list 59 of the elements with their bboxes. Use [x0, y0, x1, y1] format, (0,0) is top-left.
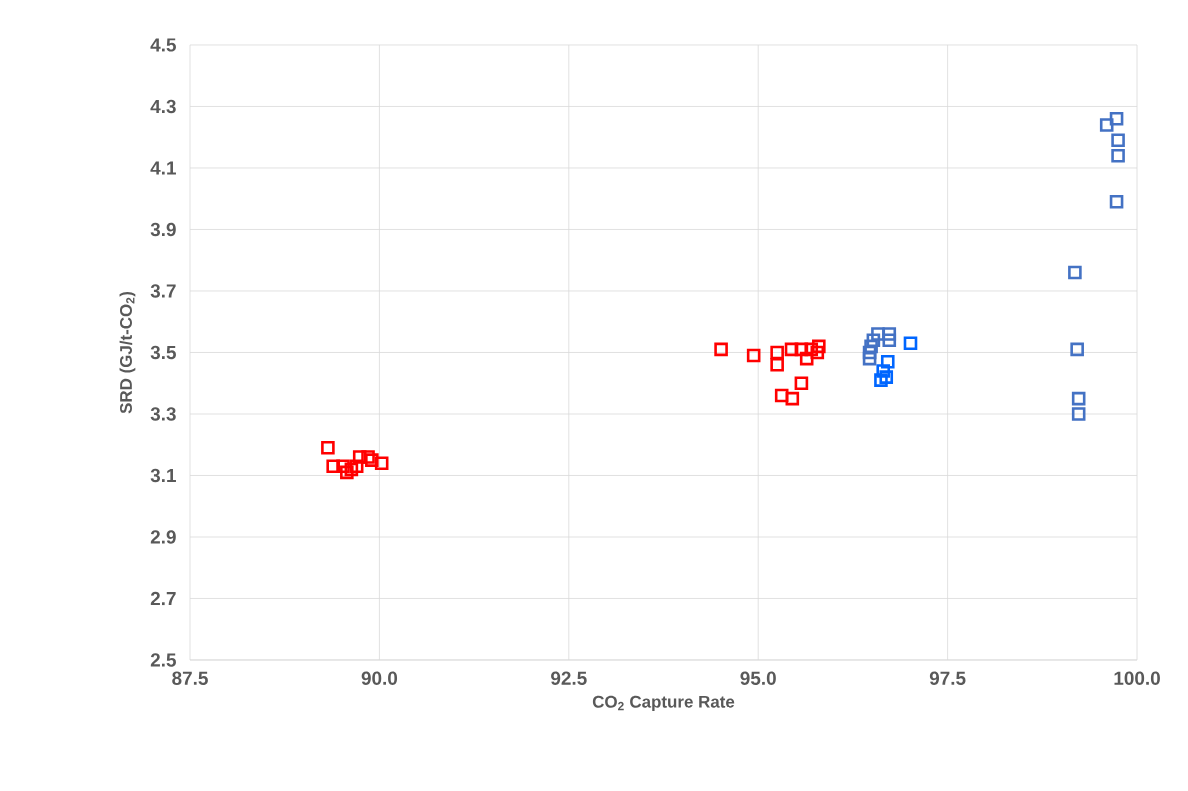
x-axis-title: CO$_{2}$ Capture Rate: [592, 695, 735, 712]
point: [1071, 407, 1086, 421]
x-tick-label: 97.5: [929, 671, 966, 685]
point: [1068, 265, 1082, 280]
point: [349, 459, 364, 474]
point: [882, 327, 897, 341]
point: [866, 333, 881, 347]
point: [321, 441, 335, 455]
point: [361, 450, 375, 464]
point: [794, 376, 809, 391]
point: [810, 345, 825, 360]
point: [1071, 391, 1086, 406]
point: [1099, 118, 1114, 132]
x-tick-label: 92.5: [551, 671, 587, 685]
y-tick-label: 4.5: [150, 38, 176, 52]
y-tick-label: 2.5: [150, 653, 176, 667]
point: [1070, 342, 1084, 357]
point: [326, 459, 340, 474]
point: [812, 339, 826, 354]
y-tick-label: 3.9: [150, 222, 176, 237]
point: [374, 456, 389, 470]
y-tick-label: 3.1: [150, 468, 176, 483]
x-tick-label: 95.0: [740, 671, 776, 685]
point: [770, 357, 784, 372]
point: [770, 345, 784, 360]
point: [880, 354, 895, 369]
point: [804, 342, 819, 357]
x-tick-label: 87.5: [172, 671, 208, 685]
point: [862, 345, 877, 360]
point: [340, 465, 354, 480]
y-tick-label: 3.5: [150, 345, 176, 360]
point: [862, 351, 877, 366]
y-tick-label: 2.7: [150, 591, 176, 606]
point: [1111, 148, 1125, 163]
point: [1109, 195, 1124, 209]
y-tick-label: 3.7: [150, 284, 176, 298]
point: [365, 453, 379, 467]
point: [799, 351, 814, 366]
y-tick-label: 3.3: [150, 407, 176, 421]
point: [1109, 111, 1124, 126]
point: [1111, 133, 1125, 148]
point: [784, 342, 799, 357]
point: [879, 370, 894, 384]
point: [714, 342, 728, 357]
point: [785, 391, 800, 406]
y-tick-label: 2.9: [150, 530, 176, 544]
x-tick-label: 90.0: [361, 671, 398, 685]
point: [774, 388, 789, 403]
point: [874, 373, 888, 387]
point: [882, 333, 897, 347]
point: [352, 450, 367, 464]
x-tick-label: 100.0: [1114, 671, 1160, 685]
point: [746, 348, 761, 363]
point: [344, 462, 359, 477]
point: [876, 364, 891, 378]
y-axis-title: SRD (GJ/t-CO$_{2}$): [119, 291, 136, 414]
point: [903, 336, 918, 351]
y-tick-label: 4.3: [150, 99, 176, 114]
y-tick-label: 4.1: [150, 161, 176, 175]
